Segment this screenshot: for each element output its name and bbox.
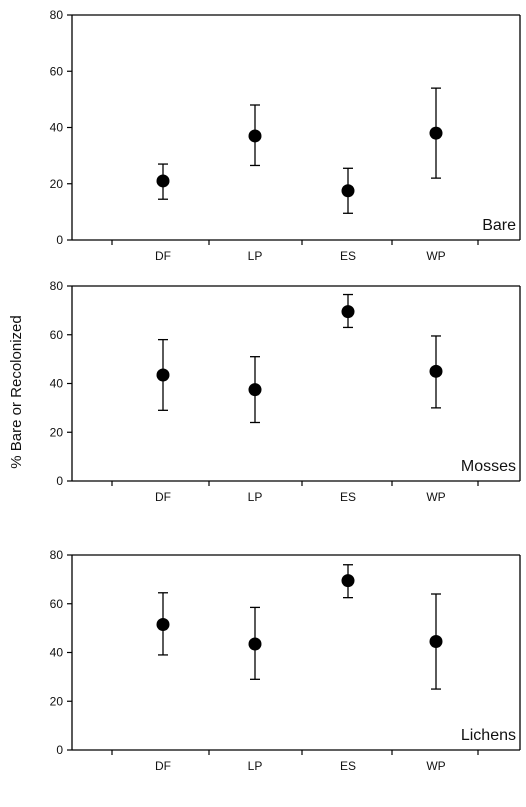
x-category-label: LP	[248, 249, 263, 263]
y-tick-label: 60	[50, 64, 64, 78]
data-point	[156, 617, 170, 631]
y-tick-label: 80	[50, 8, 64, 22]
panel-label: Lichens	[461, 727, 516, 744]
y-tick-label: 60	[50, 328, 64, 342]
y-tick-label: 0	[56, 233, 63, 247]
x-category-label: WP	[426, 759, 445, 773]
x-category-label: DF	[155, 490, 171, 504]
x-category-label: ES	[340, 249, 356, 263]
x-category-label: WP	[426, 249, 445, 263]
x-category-label: WP	[426, 490, 445, 504]
y-tick-label: 80	[50, 548, 64, 562]
x-category-label: ES	[340, 490, 356, 504]
y-axis-label: % Bare or Recolonized	[8, 315, 25, 468]
data-point	[248, 383, 262, 397]
data-point	[429, 364, 443, 378]
x-category-label: ES	[340, 759, 356, 773]
y-tick-label: 20	[50, 177, 64, 191]
y-tick-label: 60	[50, 597, 64, 611]
data-point	[156, 368, 170, 382]
data-point	[429, 635, 443, 649]
data-point	[429, 126, 443, 140]
panel-label: Mosses	[461, 458, 516, 475]
x-category-label: DF	[155, 759, 171, 773]
y-tick-label: 20	[50, 694, 64, 708]
y-tick-label: 40	[50, 121, 64, 135]
data-point	[341, 574, 355, 588]
y-tick-label: 80	[50, 279, 64, 293]
x-category-label: DF	[155, 249, 171, 263]
y-tick-label: 0	[56, 474, 63, 488]
panels: 0 20 40 60 80 DF LP ES WP Bare 0 20 40 60 80 DF LP ES WP Mo…	[50, 8, 521, 773]
data-point	[341, 184, 355, 198]
data-point	[341, 305, 355, 319]
y-tick-label: 0	[56, 743, 63, 757]
data-point	[248, 129, 262, 143]
panel-0: 0 20 40 60 80 DF LP ES WP Bare	[50, 8, 521, 263]
data-point	[248, 637, 262, 651]
x-category-label: LP	[248, 490, 263, 504]
y-tick-label: 40	[50, 646, 64, 660]
y-tick-label: 40	[50, 377, 64, 391]
panel-1: 0 20 40 60 80 DF LP ES WP Mosses	[50, 279, 521, 504]
panel-label: Bare	[482, 217, 516, 234]
panel-2: 0 20 40 60 80 DF LP ES WP Lichens	[50, 548, 521, 773]
data-point	[156, 174, 170, 188]
x-category-label: LP	[248, 759, 263, 773]
y-tick-label: 20	[50, 425, 64, 439]
